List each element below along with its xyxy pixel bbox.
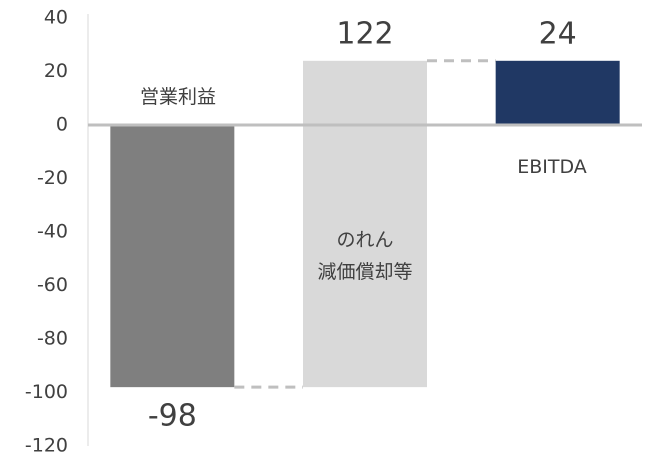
bar — [495, 60, 620, 125]
data-label: -98 — [148, 399, 197, 434]
category-label: のれん 減価償却等 — [317, 229, 413, 283]
data-label: 24 — [539, 16, 577, 51]
y-tick-label: 40 — [44, 7, 68, 29]
category-label: 営業利益 — [139, 86, 217, 108]
y-tick-label: 20 — [44, 60, 68, 82]
bar — [303, 60, 427, 388]
y-tick-label: -100 — [25, 381, 68, 403]
bar — [110, 125, 235, 388]
y-tick-label: -40 — [37, 221, 68, 243]
y-tick-label: -120 — [25, 435, 68, 457]
data-label: 122 — [336, 16, 393, 51]
category-label: EBITDA — [517, 156, 587, 178]
y-tick-label: -80 — [37, 328, 68, 350]
y-tick-label: -60 — [37, 274, 68, 296]
y-tick-label: 0 — [56, 114, 68, 136]
y-tick-label: -20 — [37, 167, 68, 189]
